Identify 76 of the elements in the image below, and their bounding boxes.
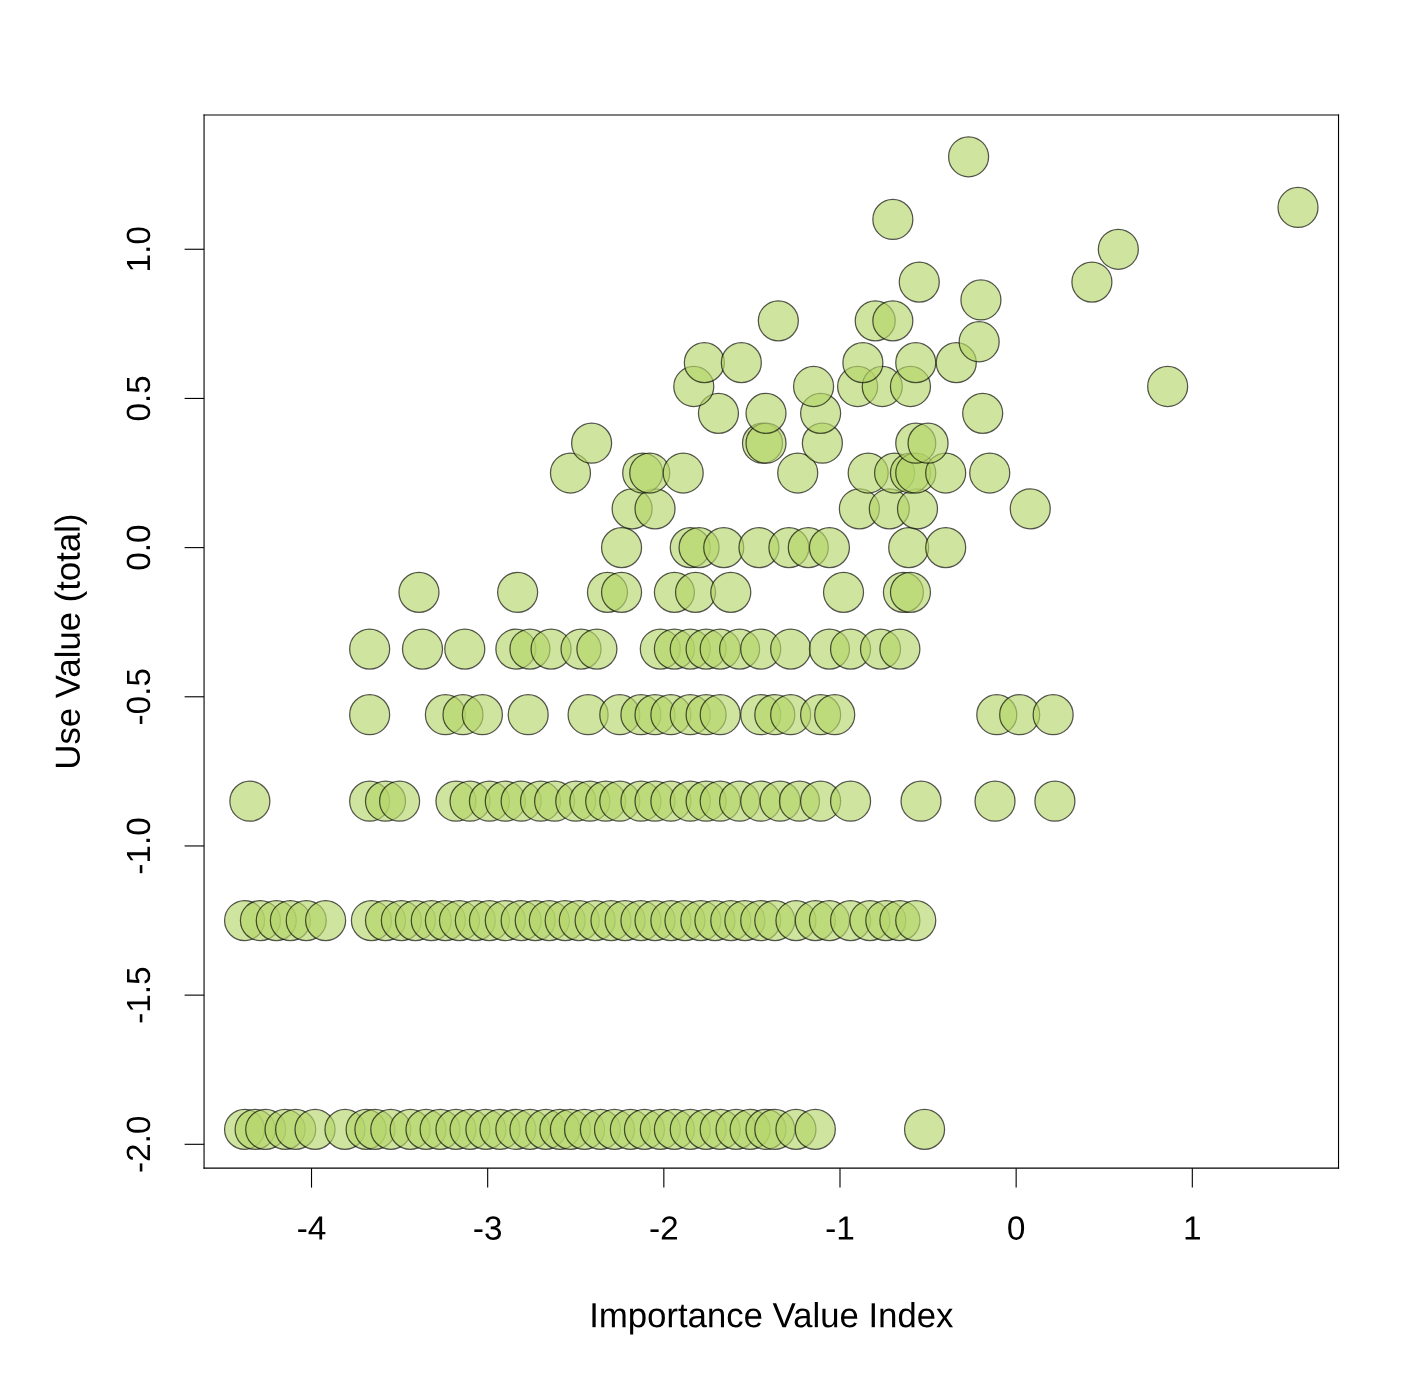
point bbox=[1032, 694, 1074, 736]
point bbox=[792, 365, 835, 408]
point bbox=[349, 628, 391, 670]
x-tick-label: -1 bbox=[826, 1216, 854, 1240]
x-tick-label: 0 bbox=[1008, 1216, 1025, 1240]
point bbox=[662, 452, 704, 494]
point bbox=[958, 321, 1000, 363]
x-tick-label: -4 bbox=[298, 1216, 326, 1240]
point bbox=[1071, 261, 1113, 303]
point bbox=[770, 628, 812, 670]
y-tick-label: 0.0 bbox=[126, 525, 151, 570]
point bbox=[898, 261, 940, 303]
point bbox=[1034, 780, 1076, 822]
y-tick-label: 0.5 bbox=[126, 376, 151, 421]
point bbox=[401, 628, 444, 670]
point bbox=[969, 452, 1011, 494]
point bbox=[1147, 365, 1189, 408]
point bbox=[962, 392, 1004, 434]
point bbox=[683, 342, 725, 384]
point bbox=[549, 452, 592, 494]
point bbox=[889, 571, 932, 613]
y-tick-label: -0.5 bbox=[126, 669, 151, 725]
point bbox=[600, 571, 643, 613]
point bbox=[720, 342, 762, 384]
point bbox=[947, 136, 990, 178]
y-tick-label: -1.0 bbox=[126, 818, 151, 874]
point bbox=[822, 571, 865, 613]
point bbox=[842, 342, 884, 384]
point bbox=[879, 628, 921, 670]
point bbox=[757, 300, 799, 342]
point bbox=[229, 780, 271, 822]
point bbox=[507, 694, 549, 736]
y-axis-title: Use Value (total) bbox=[54, 515, 87, 767]
point bbox=[794, 1108, 836, 1151]
point bbox=[745, 392, 787, 434]
point bbox=[808, 526, 851, 569]
x-tick-label: 1 bbox=[1185, 1216, 1200, 1240]
point bbox=[900, 780, 942, 822]
point bbox=[697, 392, 740, 434]
point bbox=[829, 780, 872, 822]
point bbox=[903, 1108, 946, 1151]
point bbox=[304, 899, 347, 942]
point bbox=[349, 694, 391, 736]
x-tick-label: -3 bbox=[474, 1216, 502, 1240]
point bbox=[461, 694, 504, 736]
y-tick-label: -1.5 bbox=[126, 967, 151, 1023]
point bbox=[444, 628, 486, 670]
point bbox=[907, 422, 949, 464]
point bbox=[974, 780, 1016, 822]
point bbox=[960, 279, 1002, 321]
y-tick-label: 1.0 bbox=[126, 227, 151, 270]
point bbox=[872, 300, 914, 342]
point bbox=[814, 694, 856, 736]
point bbox=[600, 526, 643, 569]
point bbox=[378, 780, 421, 822]
point bbox=[634, 488, 676, 530]
point bbox=[398, 571, 440, 613]
point bbox=[1277, 186, 1319, 229]
point bbox=[872, 198, 914, 241]
point bbox=[925, 526, 967, 569]
point bbox=[1097, 228, 1139, 270]
point bbox=[777, 452, 819, 494]
y-tick-label: -2.0 bbox=[126, 1116, 151, 1172]
point bbox=[576, 628, 618, 670]
point bbox=[895, 899, 937, 942]
point bbox=[925, 452, 967, 494]
x-tick-label: -2 bbox=[650, 1216, 677, 1240]
point bbox=[895, 342, 937, 384]
point bbox=[699, 694, 741, 736]
point bbox=[710, 571, 752, 613]
point bbox=[496, 571, 539, 613]
point bbox=[1009, 488, 1051, 530]
x-axis-title: Importance Value Index bbox=[592, 1302, 954, 1335]
point bbox=[570, 422, 613, 464]
point bbox=[888, 526, 930, 569]
point bbox=[896, 488, 939, 530]
